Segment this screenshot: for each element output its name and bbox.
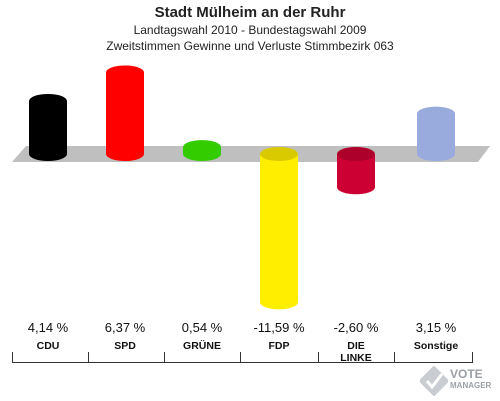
category-label: DIE LINKE (340, 340, 372, 364)
value-label: 3,15 % (415, 320, 457, 335)
bar-spd (106, 65, 144, 161)
bar-top-cap (183, 140, 221, 155)
bar-bottom-cap (106, 147, 144, 161)
bar-bottom-cap (260, 295, 298, 310)
value-label: -2,60 % (333, 320, 379, 335)
bar-fdp (260, 147, 298, 310)
category-label: SPD (114, 340, 136, 352)
bar-bottom-cap (29, 147, 67, 161)
bar-top-cap (417, 106, 455, 121)
x-axis-tick (394, 352, 395, 363)
x-axis-tick (318, 352, 319, 363)
category-label: FDP (268, 340, 290, 352)
bar-body (260, 154, 298, 303)
bar-sonstige (417, 106, 455, 161)
logo-mark-icon (418, 365, 450, 397)
bar-top-cap (337, 147, 375, 161)
x-axis-tick (472, 352, 473, 363)
x-axis-line (12, 362, 472, 363)
bar-bottom-cap (337, 180, 375, 195)
chart-title: Stadt Mülheim an der Ruhr (154, 4, 346, 21)
value-label: 4,14 % (27, 320, 69, 335)
bar-body (29, 101, 67, 154)
votemanager-logo: VOTE MANAGER (418, 365, 494, 397)
bar-die-linke (337, 147, 375, 195)
category-label: CDU (36, 340, 60, 352)
bar-top-cap (29, 94, 67, 109)
bar-gr-ne (183, 140, 221, 161)
value-label: 0,54 % (181, 320, 223, 335)
category-label: GRÜNE (183, 340, 221, 352)
bars-group (29, 65, 455, 310)
bar-top-cap (260, 147, 298, 161)
chart-subtitle-2: Zweitstimmen Gewinne und Verluste Stimmb… (106, 39, 394, 53)
x-axis-tick (88, 352, 89, 363)
bar-bottom-cap (417, 147, 455, 161)
bar-top-cap (106, 65, 144, 80)
logo-text-vote: VOTE (450, 367, 483, 381)
value-label: -11,59 % (253, 320, 305, 335)
x-axis-tick (240, 352, 241, 363)
x-axis-tick (12, 352, 13, 363)
bar-cdu (29, 94, 67, 161)
bar-body (106, 72, 144, 154)
value-label: 6,37 % (104, 320, 146, 335)
chart-subtitle-1: Landtagswahl 2010 - Bundestagswahl 2009 (133, 23, 367, 37)
category-label: Sonstige (413, 340, 459, 352)
x-axis-tick (164, 352, 165, 363)
logo-text-manager: MANAGER (450, 381, 492, 390)
